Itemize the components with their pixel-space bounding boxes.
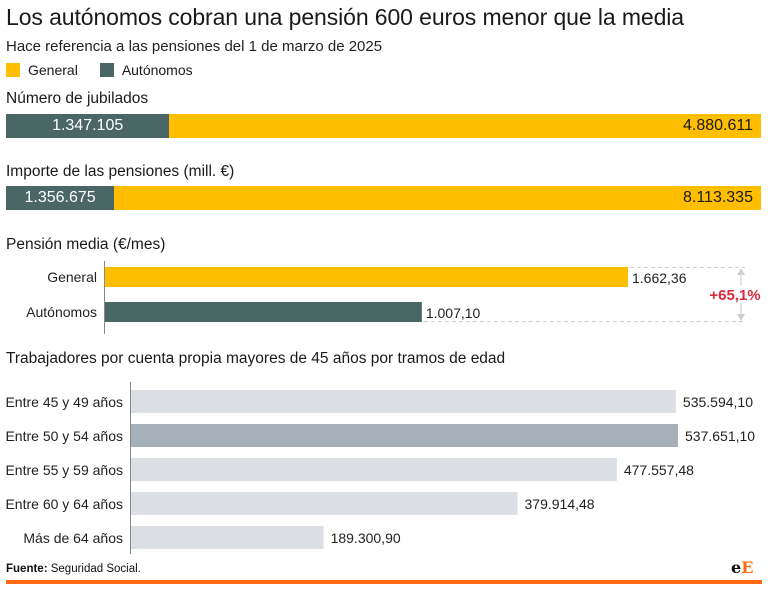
jubilados-bar-autonomos: 1.347.105 — [6, 114, 170, 138]
age-category-1: Entre 45 y 49 años — [5, 394, 123, 410]
age-value-1: 535.594,10 — [683, 394, 753, 410]
age-bar-3 — [131, 458, 617, 481]
jubilados-bar-general: 4.880.611 — [169, 114, 761, 138]
age-category-4: Entre 60 y 64 años — [5, 496, 123, 512]
arrow-up-icon — [737, 268, 745, 275]
age-value-5: 189.300,90 — [331, 530, 401, 546]
age-bar-4 — [131, 492, 518, 515]
source-label: Fuente: — [6, 563, 48, 575]
legend-label-general: General — [28, 62, 78, 78]
importe-label-general: 8.113.335 — [682, 189, 753, 206]
footer-rule — [6, 580, 762, 584]
importe-title: Importe de las pensiones (mill. €) — [6, 163, 235, 180]
legend-item-general: General — [6, 62, 78, 78]
age-bar-5 — [131, 526, 324, 549]
importe-bar-autonomos: 1.356.675 — [6, 186, 115, 210]
jubilados-stacked-bar: 1.347.105 4.880.611 — [6, 114, 761, 138]
age-value-4: 379.914,48 — [525, 496, 595, 512]
pension-media-chart: General 1.662,36 Autónomos 1.007,10 +65,1% — [26, 261, 761, 334]
jubilados-label-autonomos: 1.347.105 — [52, 117, 124, 134]
publisher-logo: eE — [731, 558, 753, 577]
trabajadores-chart: Entre 45 y 49 años 535.594,10 Entre 50 y 5… — [5, 382, 755, 554]
pension-category-autonomos: Autónomos — [26, 304, 97, 320]
trabajadores-title: Trabajadores por cuenta propia mayores d… — [6, 350, 506, 367]
age-category-3: Entre 55 y 59 años — [5, 462, 123, 478]
pension-value-autonomos: 1.007,10 — [426, 305, 481, 321]
pension-media-title: Pensión media (€/mes) — [6, 236, 166, 253]
arrow-down-icon — [737, 314, 745, 321]
legend-swatch-general — [6, 63, 20, 77]
logo-e-upper: E — [741, 558, 754, 577]
source-text: Seguridad Social. — [47, 563, 141, 575]
pension-category-general: General — [47, 269, 97, 285]
chart-subtitle: Hace referencia a las pensiones del 1 de… — [6, 38, 383, 55]
pension-value-general: 1.662,36 — [632, 270, 687, 286]
source-note: Fuente: Seguridad Social. — [6, 563, 141, 575]
pension-bar-autonomos — [105, 302, 422, 322]
legend: General Autónomos — [6, 62, 215, 78]
importe-label-autonomos: 1.356.675 — [24, 189, 96, 206]
importe-bar-general: 8.113.335 — [114, 186, 761, 210]
logo-e-lower: e — [731, 558, 742, 577]
pension-bar-general — [105, 267, 628, 287]
age-category-5: Más de 64 años — [23, 530, 123, 546]
age-value-2: 537.651,10 — [685, 428, 755, 444]
legend-item-autonomos: Autónomos — [99, 62, 193, 78]
jubilados-label-general: 4.880.611 — [682, 117, 753, 134]
jubilados-title: Número de jubilados — [6, 90, 149, 107]
importe-stacked-bar: 1.356.675 8.113.335 — [6, 186, 761, 210]
age-bar-2 — [131, 424, 678, 447]
difference-annotation: +65,1% — [709, 287, 760, 304]
legend-swatch-autonomos — [99, 63, 114, 77]
chart-title: Los autónomos cobran una pensión 600 eur… — [6, 4, 684, 30]
age-bar-1 — [131, 390, 676, 413]
legend-label-autonomos: Autónomos — [121, 62, 193, 78]
age-value-3: 477.557,48 — [624, 462, 694, 478]
age-category-2: Entre 50 y 54 años — [5, 428, 123, 444]
